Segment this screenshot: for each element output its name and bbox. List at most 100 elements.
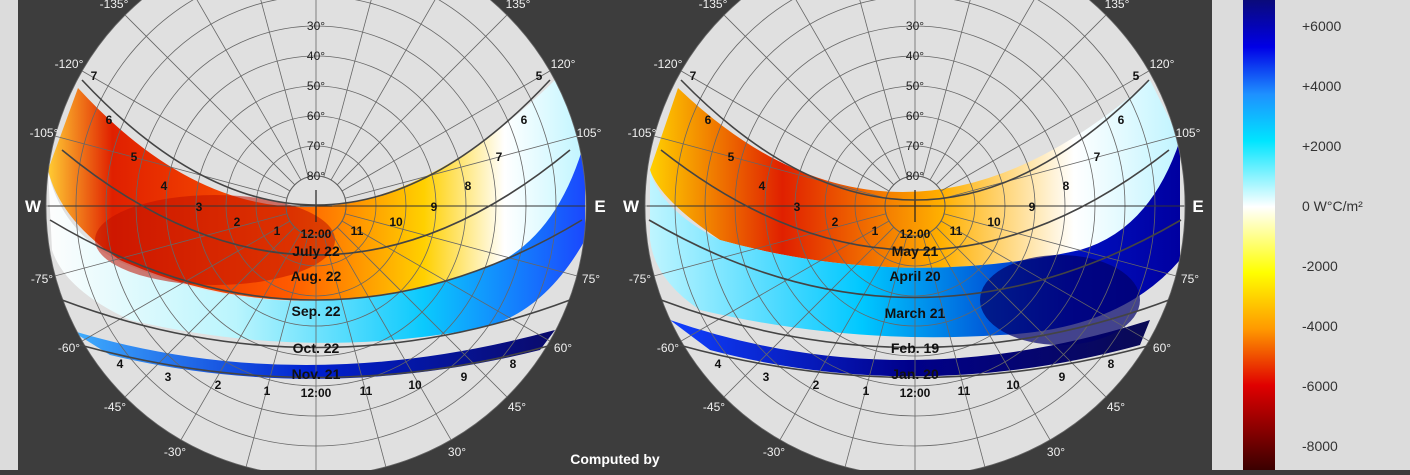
right-sunpath-diagram bbox=[644, 0, 1186, 475]
left-hour-label: 9 bbox=[461, 370, 468, 384]
right-date-label: Jan. 20 bbox=[891, 366, 939, 382]
right-altitude-label: 70° bbox=[906, 139, 924, 153]
left-heat-core bbox=[95, 195, 335, 285]
right-altitude-label: 40° bbox=[906, 49, 924, 63]
azimuth-spoke bbox=[344, 213, 577, 277]
right-altitude-label: 30° bbox=[906, 19, 924, 33]
azimuth-spoke bbox=[943, 135, 1176, 199]
left-azimuth-label: -135° bbox=[100, 0, 129, 11]
left-azimuth-label: -30° bbox=[164, 445, 186, 459]
left-hour-label: 4 bbox=[161, 179, 168, 193]
left-date-label: July 22 bbox=[292, 243, 340, 259]
azimuth-spoke bbox=[245, 234, 309, 467]
right-west-label: W bbox=[623, 197, 640, 216]
colorbar-label: -6000 bbox=[1302, 378, 1338, 394]
left-altitude-label: 70° bbox=[307, 139, 325, 153]
left-sunpath-diagram bbox=[45, 0, 587, 475]
right-azimuth-label: -135° bbox=[699, 0, 728, 11]
azimuth-spoke bbox=[81, 70, 291, 192]
left-margin bbox=[0, 0, 18, 470]
right-hour-label: 1 bbox=[872, 224, 879, 238]
left-heat-band-middle bbox=[48, 140, 585, 343]
left-hour-label: 7 bbox=[91, 69, 98, 83]
right-date-curves bbox=[648, 79, 1182, 379]
left-hour-label: 9 bbox=[431, 200, 438, 214]
right-hour-label: 1 bbox=[863, 384, 870, 398]
right-azimuth-label: -60° bbox=[657, 341, 679, 355]
azimuth-spoke bbox=[55, 135, 288, 199]
left-hour-label: 3 bbox=[165, 370, 172, 384]
right-hour-label: 8 bbox=[1063, 179, 1070, 193]
azimuth-spoke bbox=[940, 70, 1150, 192]
right-azimuth-label: 60° bbox=[1153, 341, 1171, 355]
azimuth-spoke bbox=[680, 70, 890, 192]
left-azimuth-label: -75° bbox=[31, 272, 53, 286]
azimuth-spoke bbox=[922, 0, 971, 178]
computed-by-label: Computed by bbox=[570, 451, 660, 467]
right-date-label: May 21 bbox=[892, 243, 939, 259]
right-azimuth-label: -120° bbox=[654, 57, 683, 71]
right-east-label: E bbox=[1192, 197, 1203, 216]
left-hour-label: 1 bbox=[274, 224, 281, 238]
colorbar-label: -8000 bbox=[1302, 438, 1338, 454]
azimuth-spoke bbox=[336, 14, 508, 186]
right-hour-label: 3 bbox=[794, 200, 801, 214]
left-azimuth-label: -45° bbox=[104, 400, 126, 414]
left-date-curves bbox=[49, 79, 583, 379]
right-azimuth-label: 120° bbox=[1150, 57, 1175, 71]
azimuth-spoke bbox=[940, 220, 1150, 342]
colorbar-label: 0 W°C/m² bbox=[1302, 198, 1363, 214]
azimuth-spoke bbox=[795, 0, 901, 181]
left-azimuth-label: -60° bbox=[58, 341, 80, 355]
azimuth-spoke bbox=[323, 0, 372, 178]
left-hour-label: 6 bbox=[521, 113, 528, 127]
azimuth-spoke bbox=[55, 213, 288, 277]
right-hour-label: 11 bbox=[958, 384, 971, 398]
azimuth-spoke bbox=[929, 0, 1035, 181]
azimuth-spoke bbox=[344, 135, 577, 199]
right-hour-label: 5 bbox=[1133, 69, 1140, 83]
azimuth-spoke bbox=[336, 226, 508, 398]
right-date-label: March 21 bbox=[885, 305, 946, 321]
right-hour-label: 8 bbox=[1108, 357, 1115, 371]
colorbar-gradient bbox=[1243, 0, 1275, 470]
left-altitude-label: 60° bbox=[307, 109, 325, 123]
right-azimuth-label: -75° bbox=[629, 272, 651, 286]
azimuth-spoke bbox=[935, 226, 1107, 398]
left-hour-label: 10 bbox=[389, 215, 403, 229]
left-azimuth-label: 135° bbox=[506, 0, 531, 11]
right-hour-label: 12:00 bbox=[900, 227, 931, 241]
azimuth-spoke bbox=[922, 234, 986, 467]
left-altitude-label: 30° bbox=[307, 19, 325, 33]
left-date-label: Oct. 22 bbox=[293, 340, 340, 356]
right-date-label: Feb. 19 bbox=[891, 340, 939, 356]
colorbar: +6000 +4000 +2000 0 W°C/m² -2000 -4000 -… bbox=[1243, 0, 1363, 470]
right-hour-label: 6 bbox=[705, 113, 712, 127]
colorbar-label: -2000 bbox=[1302, 258, 1338, 274]
right-azimuth-label: 45° bbox=[1107, 400, 1125, 414]
azimuth-spoke bbox=[323, 234, 387, 467]
azimuth-spoke bbox=[844, 234, 908, 467]
right-azimuth-label: 30° bbox=[1047, 445, 1065, 459]
right-azimuth-label: -105° bbox=[628, 126, 657, 140]
left-azimuth-label: 75° bbox=[582, 272, 600, 286]
right-azimuth-label: -30° bbox=[763, 445, 785, 459]
azimuth-spoke bbox=[929, 231, 1051, 441]
right-altitude-label: 60° bbox=[906, 109, 924, 123]
colorbar-label: +2000 bbox=[1302, 138, 1342, 154]
right-hour-label: 2 bbox=[813, 378, 820, 392]
left-altitude-label: 40° bbox=[307, 49, 325, 63]
azimuth-spoke bbox=[654, 135, 887, 199]
left-azimuth-label: -105° bbox=[30, 126, 59, 140]
azimuth-spoke bbox=[723, 14, 895, 186]
azimuth-spoke bbox=[260, 0, 309, 178]
right-hour-label: 7 bbox=[690, 69, 697, 83]
left-altitude-label: 50° bbox=[307, 79, 325, 93]
left-hour-label: 1 bbox=[264, 384, 271, 398]
left-hour-label: 6 bbox=[106, 113, 113, 127]
left-azimuth-label: 105° bbox=[577, 126, 602, 140]
left-date-label: Sep. 22 bbox=[291, 303, 340, 319]
right-hour-label: 11 bbox=[950, 224, 963, 238]
right-hour-label: 10 bbox=[987, 215, 1001, 229]
